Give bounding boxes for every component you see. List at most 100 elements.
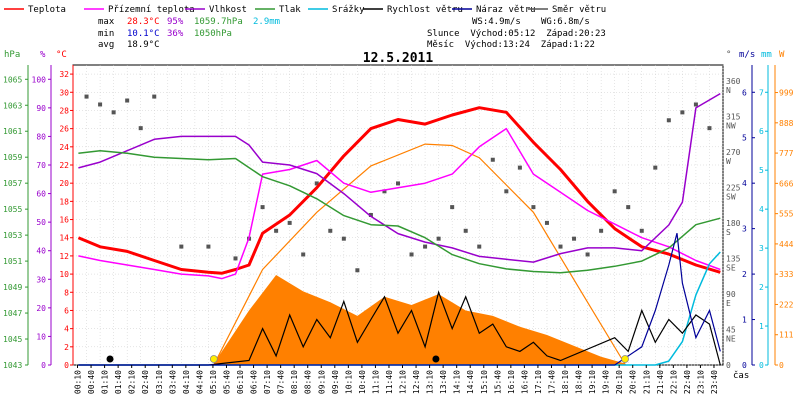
unit-hpa: hPa	[4, 50, 20, 60]
time-tick-label: 22:10	[669, 370, 678, 394]
time-tick-label: 08:10	[290, 370, 299, 394]
direction-tick-label: 135	[726, 254, 741, 263]
mm-tick-label: 1	[759, 322, 764, 331]
wind-lines	[78, 233, 721, 366]
time-tick-label: 11:40	[385, 370, 394, 394]
sun-moon-markers	[106, 355, 629, 363]
time-tick-label: 23:40	[710, 370, 719, 394]
wind-speed-info: WS:4.9m/s	[472, 17, 521, 27]
direction-tick-compass: E	[726, 299, 731, 308]
time-tick-label: 20:40	[629, 370, 638, 394]
series-line-2	[78, 127, 721, 280]
x-axis-label: čas	[733, 370, 749, 381]
wind-direction-point	[490, 157, 495, 162]
direction-tick-label: 315	[726, 112, 741, 121]
celsius-tick-label: 16	[59, 216, 69, 225]
time-tick-label: 14:10	[453, 370, 462, 394]
celsius-tick-label: 8	[64, 288, 69, 297]
wind-direction-point	[653, 165, 658, 170]
direction-tick-compass: NE	[726, 334, 736, 343]
stat-avg-temp: 18.9°C	[127, 40, 160, 50]
legend: Teplota Přízemní teplota Vlhkost Tlak Srážky…	[4, 5, 606, 15]
wind-direction-point	[355, 268, 360, 273]
celsius-tick-label: 30	[59, 88, 69, 97]
hpa-tick-label: 1045	[3, 335, 22, 344]
mm-tick-label: 0	[759, 361, 764, 370]
hpa-tick-label: 1043	[3, 361, 22, 370]
celsius-tick-label: 6	[64, 306, 69, 315]
ms-tick-label: 4	[742, 179, 747, 188]
wind-direction-point	[707, 126, 712, 131]
time-tick-label: 03:10	[155, 370, 164, 394]
percent-tick-label: 60	[36, 190, 46, 199]
ms-tick-label: 1	[742, 316, 747, 325]
wind-direction-point	[423, 244, 428, 249]
time-tick-label: 13:10	[426, 370, 435, 394]
legend-label: Tlak	[279, 5, 301, 15]
mm-tick-label: 4	[759, 205, 764, 214]
wind-direction-point	[436, 236, 441, 241]
series-lines	[77, 92, 721, 366]
time-tick-label: 02:40	[141, 370, 150, 394]
wind-direction-point	[260, 205, 265, 210]
direction-tick-label: 270	[726, 148, 741, 157]
sun-info: Slunce Východ:05:12 Západ:20:23	[427, 29, 606, 39]
time-tick-label: 00:40	[87, 370, 96, 394]
stats-block: max 28.3°C 95% 1059.7hPa 2.9mm min 10.1°…	[98, 17, 606, 50]
w-tick-label: 888	[779, 119, 794, 128]
celsius-tick-label: 14	[59, 234, 69, 243]
time-tick-label: 10:10	[344, 370, 353, 394]
celsius-tick-label: 20	[59, 179, 69, 188]
celsius-tick-label: 18	[59, 197, 69, 206]
solar-radiation	[213, 143, 627, 366]
wind-direction-point	[98, 102, 103, 107]
celsius-tick-label: 12	[59, 252, 69, 261]
w-tick-label: 333	[779, 270, 794, 279]
hpa-tick-label: 1049	[3, 283, 22, 292]
solar-theoretical-curve	[213, 143, 627, 366]
time-tick-label: 06:10	[236, 370, 245, 394]
percent-tick-label: 30	[36, 275, 46, 284]
legend-label: Náraz větru	[476, 5, 536, 15]
wind-direction-point	[666, 118, 671, 123]
wind-direction-point	[84, 94, 89, 99]
hpa-tick-label: 1047	[3, 309, 22, 318]
solar-radiation-area	[213, 275, 626, 365]
w-tick-label: 0	[779, 361, 784, 370]
wind-direction-point	[179, 244, 184, 249]
wind-direction-point	[517, 165, 522, 170]
wind-direction-point	[314, 181, 319, 186]
celsius-tick-label: 2	[64, 343, 69, 352]
w-tick-label: 777	[779, 149, 794, 158]
percent-tick-label: 100	[32, 75, 47, 84]
time-tick-label: 21:10	[642, 370, 651, 394]
time-tick-label: 09:40	[331, 370, 340, 394]
direction-tick-compass: W	[726, 157, 731, 166]
wind-direction-point	[274, 228, 279, 233]
wind-direction-point	[680, 110, 685, 115]
stat-max-label: max	[98, 17, 115, 27]
wind-direction-point	[125, 98, 130, 103]
time-tick-label: 04:10	[182, 370, 191, 394]
wind-direction-point	[368, 213, 373, 217]
time-tick-label: 08:40	[304, 370, 313, 394]
time-tick-label: 05:40	[223, 370, 232, 394]
wind-direction-point	[504, 189, 509, 194]
wind-direction-point	[626, 205, 631, 210]
w-tick-label: 444	[779, 240, 794, 249]
time-tick-label: 05:10	[209, 370, 218, 394]
time-tick-label: 14:40	[466, 370, 475, 394]
time-tick-label: 16:40	[520, 370, 529, 394]
time-tick-label: 18:40	[575, 370, 584, 394]
wind-direction-point	[463, 228, 468, 233]
direction-tick-compass: S	[726, 228, 731, 237]
wind-direction-point	[612, 189, 617, 194]
time-tick-label: 01:40	[114, 370, 123, 394]
wind-direction-point	[639, 228, 644, 233]
sunset-marker	[621, 355, 629, 363]
unit-ms: m/s	[739, 50, 755, 60]
unit-percent: %	[40, 50, 46, 60]
time-tick-label: 22:40	[683, 370, 692, 394]
wind-direction-point	[328, 228, 333, 233]
time-tick-label: 09:10	[317, 370, 326, 394]
